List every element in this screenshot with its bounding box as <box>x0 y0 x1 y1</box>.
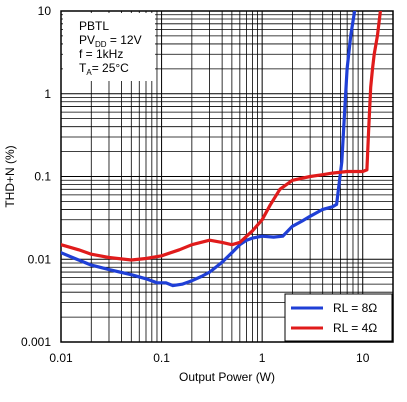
supply-label: PV <box>79 33 95 47</box>
x-axis-label: Output Power (W) <box>179 370 275 384</box>
legend-box <box>284 293 393 342</box>
y-tick-label: 0.001 <box>21 335 51 349</box>
temp-label: T <box>79 61 87 75</box>
legend-label-8-ohm: RL = 8Ω <box>333 301 377 315</box>
y-tick-label: 1 <box>44 87 51 101</box>
series-line-8-ohm <box>61 11 357 288</box>
y-tick-label: 10 <box>38 4 52 18</box>
conditions-background <box>63 13 155 81</box>
test-conditions-box: PBTL PVDD = 12V f = 1kHz TA= 25°C <box>63 13 155 81</box>
x-tick-label: 0.1 <box>153 351 170 365</box>
y-axis-label: THD+N (%) <box>3 145 17 207</box>
x-tick-label: 10 <box>356 351 370 365</box>
condition-temperature: TA= 25°C <box>79 61 129 77</box>
legend: RL = 8Ω RL = 4Ω <box>284 293 393 342</box>
condition-supply-voltage: PVDD = 12V <box>79 33 142 49</box>
supply-value: = 12V <box>107 33 142 47</box>
y-tick-label: 0.1 <box>34 170 51 184</box>
y-tick-label: 0.01 <box>28 252 52 266</box>
series-line-4-ohm <box>61 11 382 262</box>
x-tick-label: 0.01 <box>49 351 73 365</box>
y-tick-labels: 0.001 0.01 0.1 1 10 <box>21 4 51 349</box>
supply-subscript: DD <box>95 40 107 49</box>
x-tick-label: 1 <box>259 351 266 365</box>
temp-subscript: A <box>86 68 92 77</box>
temp-value: = 25°C <box>92 61 129 75</box>
condition-config: PBTL <box>79 19 109 33</box>
plot-frame <box>60 10 394 343</box>
legend-label-4-ohm: RL = 4Ω <box>333 321 377 335</box>
condition-frequency: f = 1kHz <box>79 47 123 61</box>
x-tick-labels: 0.01 0.1 1 10 <box>49 351 369 365</box>
series-lines <box>61 11 382 288</box>
